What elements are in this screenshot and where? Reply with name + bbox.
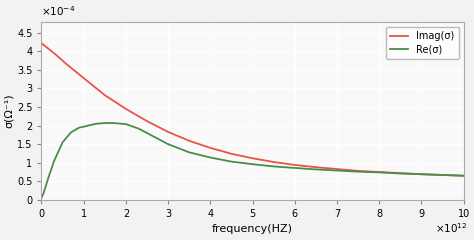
- Imag(σ): [123, 108, 129, 110]
- Re(σ): [356, 170, 361, 173]
- Re(σ): [334, 169, 340, 172]
- Re(σ): [313, 168, 319, 171]
- Y-axis label: σ(Ω⁻¹): σ(Ω⁻¹): [4, 93, 14, 128]
- Re(σ): [60, 141, 65, 144]
- Imag(σ): [64, 63, 70, 66]
- Line: Imag(σ): Imag(σ): [41, 43, 464, 176]
- Re(σ): [85, 124, 91, 127]
- Imag(σ): [144, 120, 150, 123]
- Re(σ): [68, 131, 74, 134]
- Re(σ): [93, 122, 99, 125]
- Re(σ): [45, 178, 51, 181]
- Re(σ): [250, 163, 255, 166]
- Re(σ): [51, 159, 57, 162]
- Re(σ): [38, 197, 44, 199]
- Re(σ): [148, 134, 154, 137]
- Re(σ): [419, 173, 424, 176]
- X-axis label: frequency(HZ): frequency(HZ): [212, 224, 293, 234]
- Imag(σ): [356, 169, 361, 172]
- Imag(σ): [313, 166, 319, 169]
- Re(σ): [271, 165, 276, 168]
- Re(σ): [398, 172, 403, 175]
- Imag(σ): [186, 139, 192, 142]
- Re(σ): [292, 167, 298, 169]
- Imag(σ): [38, 42, 44, 45]
- Re(σ): [440, 174, 446, 176]
- Imag(σ): [208, 146, 213, 149]
- Imag(σ): [81, 77, 87, 79]
- Line: Re(σ): Re(σ): [41, 123, 464, 198]
- Imag(σ): [51, 52, 57, 55]
- Re(σ): [165, 143, 171, 146]
- Imag(σ): [334, 168, 340, 170]
- Re(σ): [461, 174, 466, 177]
- Imag(σ): [461, 174, 466, 177]
- Imag(σ): [376, 171, 382, 174]
- Imag(σ): [292, 163, 298, 166]
- Imag(σ): [419, 173, 424, 176]
- Re(σ): [136, 127, 141, 130]
- Re(σ): [102, 122, 108, 125]
- Re(σ): [186, 151, 192, 154]
- Re(σ): [110, 122, 116, 125]
- Legend: Imag(σ), Re(σ): Imag(σ), Re(σ): [385, 27, 459, 59]
- Imag(σ): [250, 157, 255, 160]
- Re(σ): [376, 171, 382, 174]
- Re(σ): [41, 192, 46, 195]
- Text: $\times\mathregular{10^{-4}}$: $\times\mathregular{10^{-4}}$: [41, 4, 76, 18]
- Imag(σ): [102, 94, 108, 97]
- Text: $\times\mathregular{10^{12}}$: $\times\mathregular{10^{12}}$: [436, 221, 468, 235]
- Imag(σ): [398, 172, 403, 174]
- Re(σ): [81, 125, 87, 128]
- Imag(σ): [271, 161, 276, 163]
- Imag(σ): [165, 131, 171, 133]
- Re(σ): [208, 156, 213, 159]
- Re(σ): [77, 126, 82, 129]
- Re(σ): [123, 123, 129, 126]
- Imag(σ): [440, 174, 446, 176]
- Re(σ): [228, 160, 234, 163]
- Imag(σ): [228, 152, 234, 155]
